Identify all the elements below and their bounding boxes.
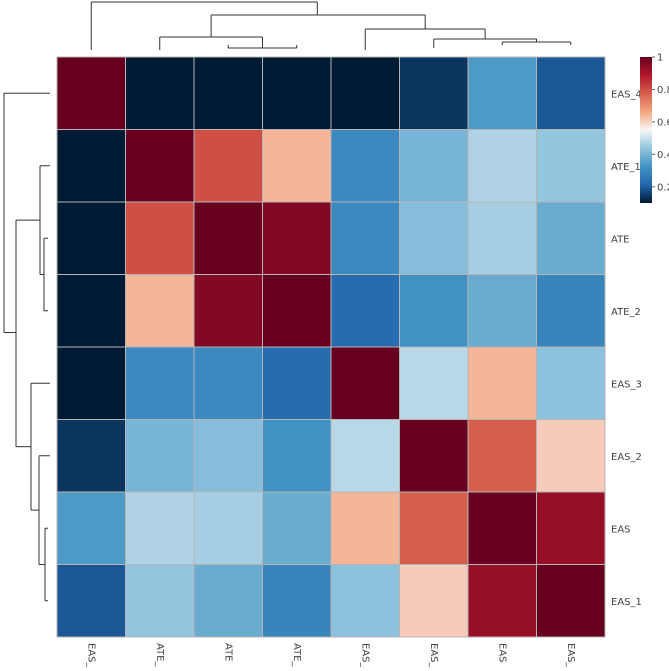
col-label-ATE_1: ATE_1	[154, 643, 165, 667]
heatmap-cell-EAS_2-EAS_2	[399, 419, 469, 493]
heatmap-cell-ATE-ATE	[193, 201, 263, 275]
heatmap-cell-EAS_2-EAS_3	[330, 419, 400, 493]
row-label-EAS_1: EAS_1	[611, 597, 642, 608]
heatmap-cell-ATE_1-EAS_4	[56, 129, 126, 203]
heatmap-cell-EAS_4-EAS_4	[56, 56, 126, 130]
heatmap-cell-EAS_3-EAS_1	[536, 346, 606, 420]
row-label-EAS: EAS	[611, 524, 631, 535]
col-label-EAS: EAS	[496, 643, 507, 663]
heatmap-cell-EAS_2-ATE	[193, 419, 263, 493]
heatmap-cell-ATE_2-EAS_4	[56, 274, 126, 348]
heatmap-cell-EAS_4-ATE	[193, 56, 263, 130]
row-label-EAS_3: EAS_3	[611, 379, 642, 390]
heatmap-cell-EAS-EAS_2	[399, 491, 469, 565]
heatmap-cell-ATE_1-ATE_1	[125, 129, 195, 203]
heatmap-cell-EAS_3-EAS_2	[399, 346, 469, 420]
heatmap-cell-EAS_1-EAS	[467, 564, 537, 638]
heatmap-cell-EAS_4-ATE_2	[262, 56, 332, 130]
heatmap-cell-EAS_3-ATE_1	[125, 346, 195, 420]
heatmap-cell-ATE_1-ATE_2	[262, 129, 332, 203]
heatmap-cell-ATE-ATE_2	[262, 201, 332, 275]
heatmap-cell-ATE_1-EAS_2	[399, 129, 469, 203]
row-label-ATE: ATE	[611, 234, 630, 245]
heatmap-cell-EAS-ATE_2	[262, 491, 332, 565]
heatmap-cell-EAS_1-EAS_2	[399, 564, 469, 638]
colorbar-tick-label-1: 1	[657, 53, 663, 64]
colorbar-tick-label-0.4: 0.4	[657, 150, 669, 161]
heatmap-cell-EAS-EAS_4	[56, 491, 126, 565]
heatmap-cell-ATE_1-EAS	[467, 129, 537, 203]
col-label-EAS_1: EAS_1	[565, 643, 576, 667]
heatmap-cell-EAS_1-ATE_2	[262, 564, 332, 638]
heatmap-cell-EAS_2-ATE_2	[262, 419, 332, 493]
heatmap-cell-ATE_2-ATE_2	[262, 274, 332, 348]
heatmap-cell-EAS-EAS_1	[536, 491, 606, 565]
colorbar-tick-label-0.6: 0.6	[657, 117, 669, 128]
heatmap-cell-EAS_1-EAS_4	[56, 564, 126, 638]
heatmap-cell-EAS-EAS	[467, 491, 537, 565]
row-label-ATE_1: ATE_1	[611, 162, 641, 173]
heatmap-cell-ATE-EAS_3	[330, 201, 400, 275]
row-label-EAS_2: EAS_2	[611, 452, 642, 463]
heatmap-cell-EAS_1-EAS_1	[536, 564, 606, 638]
heatmap-cell-ATE_1-EAS_3	[330, 129, 400, 203]
heatmap-cell-ATE_2-EAS	[467, 274, 537, 348]
heatmap-cell-EAS_3-EAS_4	[56, 346, 126, 420]
heatmap-cell-ATE-EAS_2	[399, 201, 469, 275]
heatmap-cell-ATE_1-ATE	[193, 129, 263, 203]
heatmap-cell-EAS_3-ATE	[193, 346, 263, 420]
heatmap-cell-ATE_1-EAS_1	[536, 129, 606, 203]
heatmap-cell-EAS_3-EAS_3	[330, 346, 400, 420]
row-label-ATE_2: ATE_2	[611, 307, 641, 318]
col-label-EAS_3: EAS_3	[359, 643, 370, 667]
heatmap-cell-ATE_2-EAS_1	[536, 274, 606, 348]
heatmap-cell-EAS_2-EAS_4	[56, 419, 126, 493]
row-label-EAS_4: EAS_4	[611, 89, 642, 100]
heatmap-cell-EAS_1-EAS_3	[330, 564, 400, 638]
heatmap-cell-EAS_4-EAS_1	[536, 56, 606, 130]
heatmap-cell-EAS-ATE_1	[125, 491, 195, 565]
heatmap-cell-EAS_1-ATE	[193, 564, 263, 638]
col-label-EAS_4: EAS_4	[85, 643, 96, 667]
heatmap-cell-EAS_3-ATE_2	[262, 346, 332, 420]
heatmap-cell-EAS-EAS_3	[330, 491, 400, 565]
heatmap-cell-ATE_2-ATE	[193, 274, 263, 348]
heatmap-cell-EAS_3-EAS	[467, 346, 537, 420]
heatmap-cell-EAS_4-ATE_1	[125, 56, 195, 130]
col-label-EAS_2: EAS_2	[428, 643, 439, 667]
heatmap-cell-EAS_1-ATE_1	[125, 564, 195, 638]
colorbar	[640, 57, 652, 203]
heatmap-cell-ATE_2-EAS_2	[399, 274, 469, 348]
heatmap-cell-ATE-ATE_1	[125, 201, 195, 275]
heatmap-cell-EAS_4-EAS_3	[330, 56, 400, 130]
heatmap-cell-EAS_2-EAS_1	[536, 419, 606, 493]
heatmap-cell-ATE-EAS_4	[56, 201, 126, 275]
col-label-ATE_2: ATE_2	[291, 643, 302, 667]
heatmap-cell-EAS_4-EAS	[467, 56, 537, 130]
heatmap-cell-EAS_2-ATE_1	[125, 419, 195, 493]
heatmap-cell-ATE-EAS_1	[536, 201, 606, 275]
col-label-ATE: ATE	[222, 643, 233, 662]
colorbar-tick-label-0.8: 0.8	[657, 85, 669, 96]
heatmap-cell-ATE_2-EAS_3	[330, 274, 400, 348]
heatmap-cell-ATE-EAS	[467, 201, 537, 275]
heatmap-cell-EAS-ATE	[193, 491, 263, 565]
colorbar-tick-label-0.2: 0.2	[657, 182, 669, 193]
heatmap-cell-ATE_2-ATE_1	[125, 274, 195, 348]
heatmap-cell-EAS_2-EAS	[467, 419, 537, 493]
heatmap-cell-EAS_4-EAS_2	[399, 56, 469, 130]
